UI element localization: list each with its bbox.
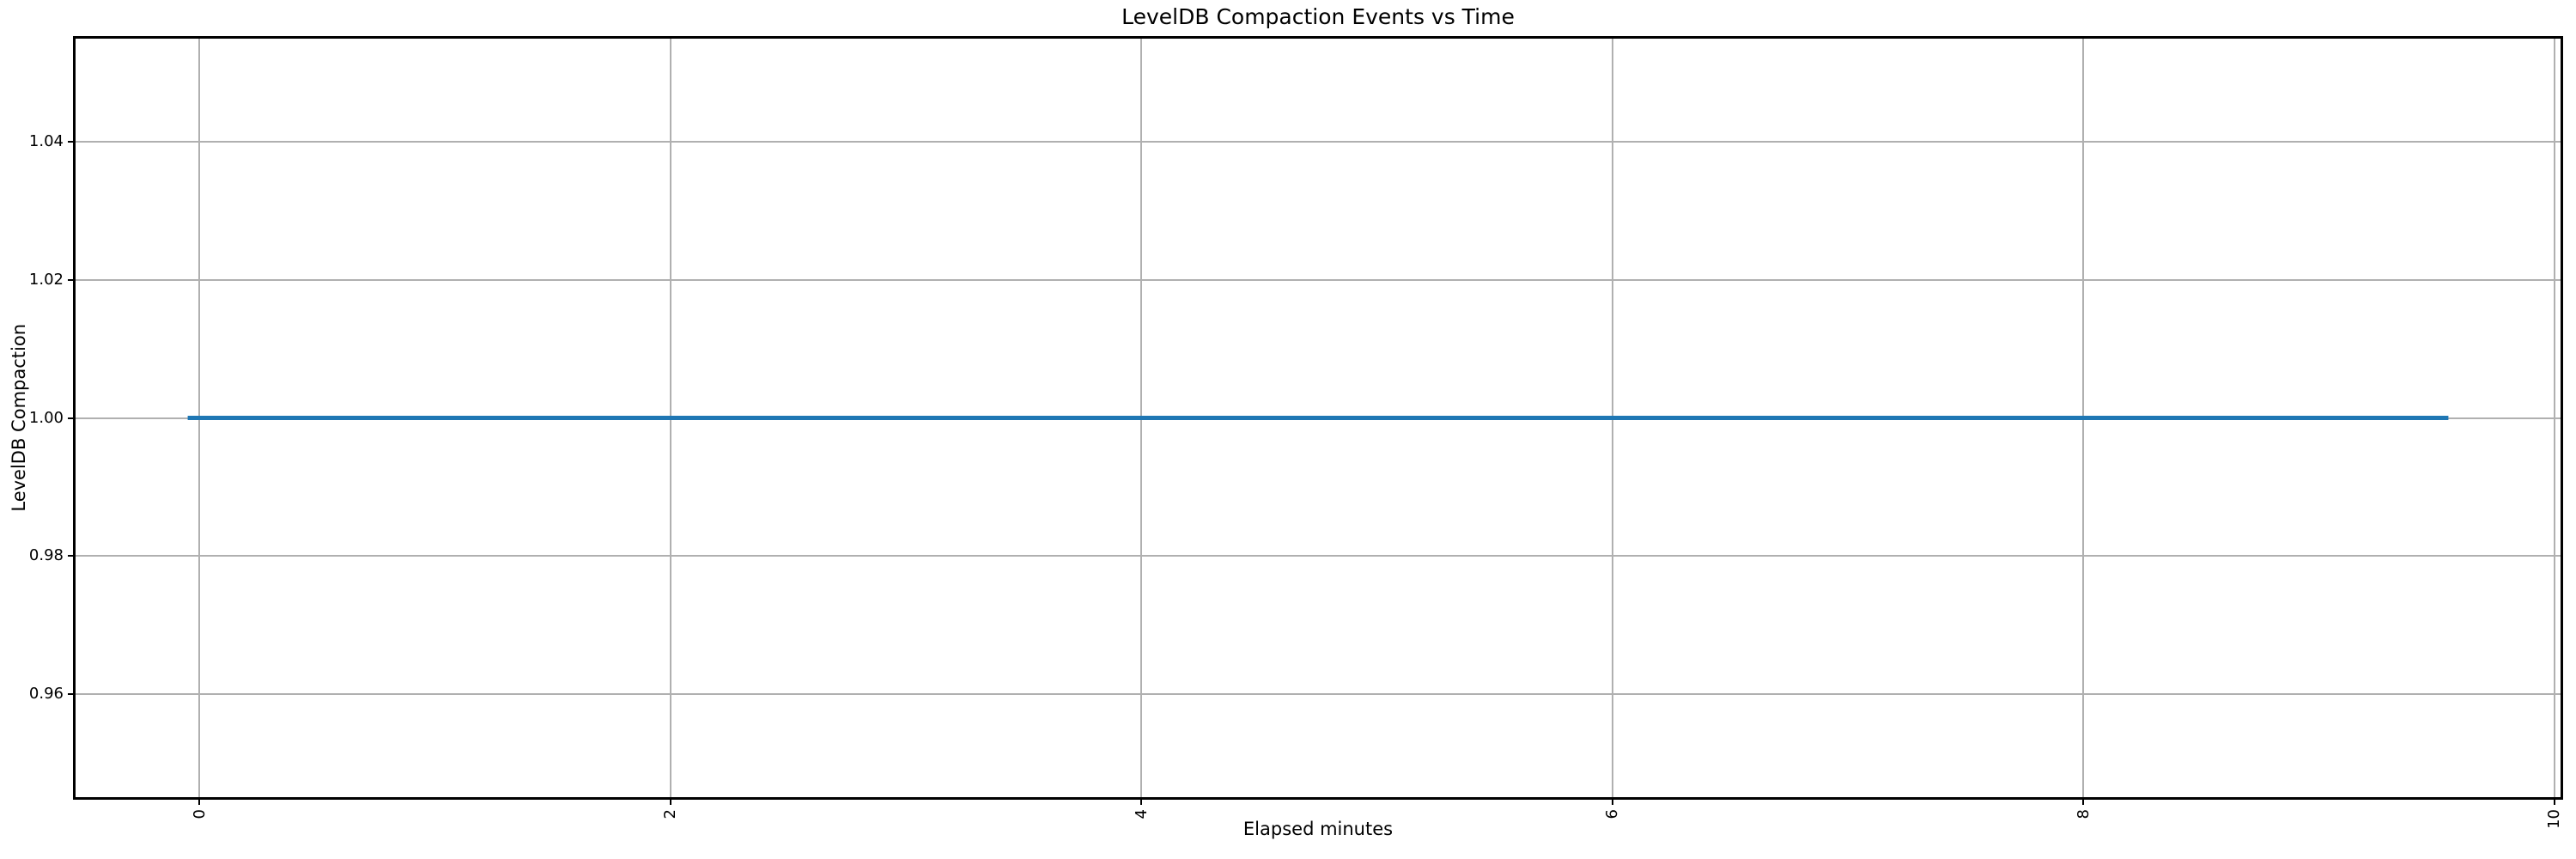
x-tick-label-text: 10 <box>2545 809 2564 829</box>
x-tick-mark <box>1611 798 1613 805</box>
y-tick-mark <box>68 555 75 557</box>
y-tick-label: 1.00 <box>28 408 64 427</box>
y-tick-label: 0.98 <box>28 546 64 565</box>
y-tick-mark <box>68 278 75 281</box>
x-tick-label-text: 4 <box>1132 809 1151 819</box>
y-gridline <box>75 693 2561 696</box>
x-tick-label: 8 <box>2073 809 2093 819</box>
y-gridline <box>75 140 2561 143</box>
x-tick-label-text: 2 <box>661 809 680 819</box>
y-tick-label: 1.04 <box>28 131 64 150</box>
plot-area <box>75 38 2561 798</box>
y-tick-mark <box>68 140 75 143</box>
y-tick-label: 1.02 <box>28 270 64 289</box>
y-gridline <box>75 278 2561 281</box>
x-tick-mark <box>2082 798 2085 805</box>
x-tick-label-text: 8 <box>2074 809 2093 819</box>
x-tick-label: 0 <box>189 809 210 819</box>
x-tick-label: 10 <box>2544 809 2565 829</box>
x-tick-label: 6 <box>1602 809 1623 819</box>
x-tick-label-text: 0 <box>190 809 209 819</box>
x-axis-label: Elapsed minutes <box>1242 819 1394 839</box>
x-tick-mark <box>669 798 671 805</box>
x-tick-mark <box>1140 798 1143 805</box>
y-tick-mark <box>68 693 75 696</box>
y-tick-mark <box>68 417 75 419</box>
x-tick-mark <box>2553 798 2555 805</box>
x-tick-mark <box>198 798 201 805</box>
chart-title: LevelDB Compaction Events vs Time <box>1121 4 1515 29</box>
y-gridline <box>75 555 2561 557</box>
x-tick-label: 4 <box>1131 809 1151 819</box>
x-tick-label-text: 6 <box>1603 809 1622 819</box>
y-tick-label: 0.96 <box>28 685 64 704</box>
x-tick-label: 2 <box>660 809 681 819</box>
series-layer <box>187 416 2449 420</box>
